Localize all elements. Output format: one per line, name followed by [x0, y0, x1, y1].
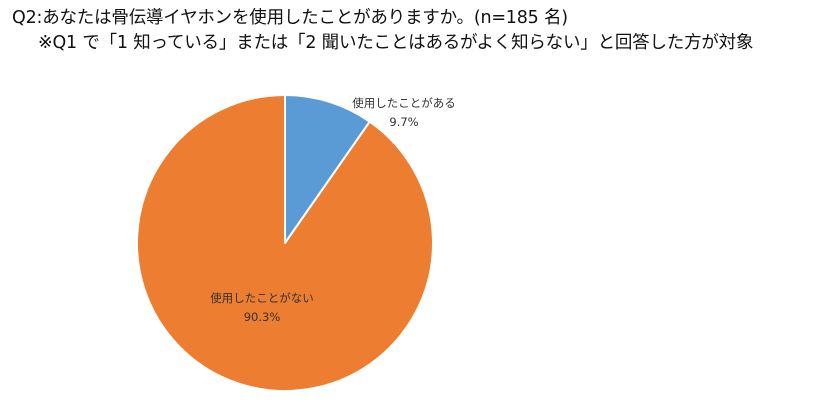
chart-title-block: Q2:あなたは骨伝導イヤホンを使用したことがありますか。(n=185 名) ※Q… — [12, 6, 832, 56]
slice-value-label-2: 90.3% — [244, 310, 281, 324]
chart-title: Q2:あなたは骨伝導イヤホンを使用したことがありますか。(n=185 名) — [12, 8, 568, 28]
slice-label-2: 使用したことがない — [210, 291, 314, 305]
slice-label-1: 使用したことがある — [352, 96, 456, 110]
pie-slice-1 — [284, 94, 371, 244]
chart-subtitle: ※Q1 で「1 知っている」または「2 聞いたことはあるがよく知らない」と回答し… — [38, 33, 754, 53]
slice-value-label-1: 9.7% — [389, 115, 418, 129]
pie-slice-2 — [135, 94, 434, 392]
